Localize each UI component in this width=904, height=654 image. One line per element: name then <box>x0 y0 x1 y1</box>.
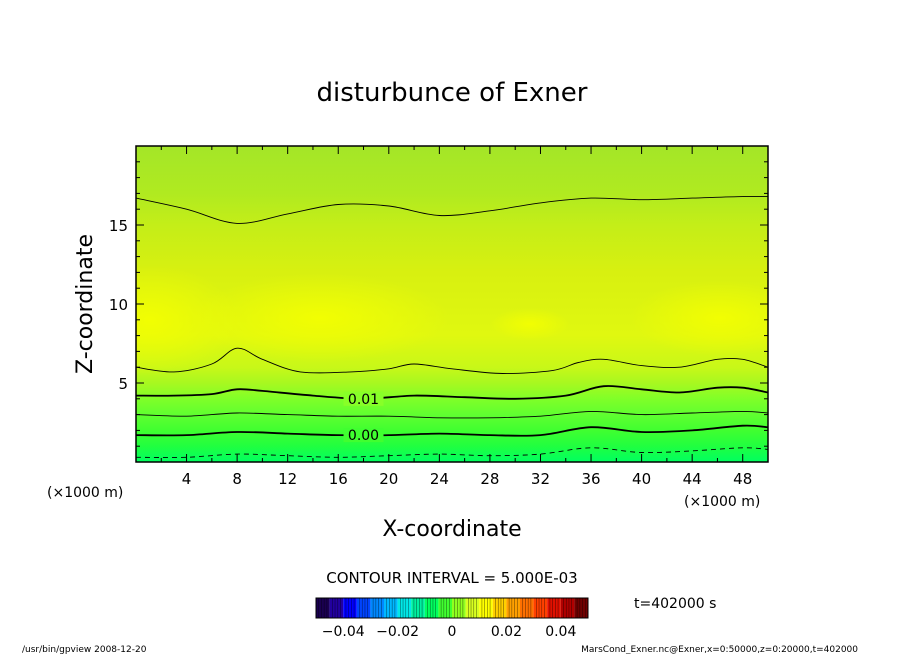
colorbar-band-13 <box>492 598 507 618</box>
colorbar-band-14 <box>506 598 520 618</box>
contour-line-5 <box>136 447 768 458</box>
contour-interval-text: CONTOUR INTERVAL = 5.000E-03 <box>326 569 577 587</box>
colorbar-band-10 <box>452 598 466 618</box>
x-tick-label-24: 24 <box>430 470 449 488</box>
contour-lines: 0.01 0.00 <box>136 196 768 458</box>
colorbar <box>316 598 588 618</box>
x-tick-label-20: 20 <box>379 470 398 488</box>
colorbar-band-7 <box>411 598 425 618</box>
colorbar-band-2 <box>343 598 357 618</box>
x-tick-label-16: 16 <box>329 470 348 488</box>
colorbar-band-18 <box>560 598 575 618</box>
contour-label-bg-2 <box>343 391 384 406</box>
colorbar-band-17 <box>547 598 561 618</box>
y-tick-label-10: 10 <box>109 296 128 314</box>
y-axis-label: Z-coordinate <box>73 234 98 374</box>
x-tick-label-4: 4 <box>182 470 192 488</box>
colorbar-tick-label-4: 0.04 <box>545 624 576 640</box>
x-tick-label-32: 32 <box>531 470 550 488</box>
contour-line-0 <box>136 196 768 224</box>
y-tick-label-5: 5 <box>118 375 128 393</box>
contour-line-3 <box>136 410 768 419</box>
colorbar-frame <box>315 597 589 619</box>
contour-label-4: 0.00 <box>348 428 379 444</box>
y-tick-label-15: 15 <box>109 217 128 235</box>
contour-label-2: 0.01 <box>348 392 379 408</box>
x-tick-label-12: 12 <box>278 470 297 488</box>
colorbar-band-6 <box>397 598 412 618</box>
colorbar-band-8 <box>424 598 439 618</box>
colorbar-tick-label-3: 0.02 <box>491 624 522 640</box>
footer-right: MarsCond_Exner.nc@Exner,x=0:50000,z=0:20… <box>581 645 858 654</box>
colorbar-band-19 <box>574 598 588 618</box>
x-axis-label: X-coordinate <box>382 517 521 542</box>
x-tick-label-48: 48 <box>733 470 752 488</box>
colorbar-tick-label-2: 0 <box>448 624 457 640</box>
x-unit-left: (×1000 m) <box>47 485 123 501</box>
x-tick-label-44: 44 <box>683 470 702 488</box>
contour-line-2 <box>136 385 768 400</box>
x-unit-right: (×1000 m) <box>684 494 760 510</box>
footer-left: /usr/bin/gpview 2008-12-20 <box>22 645 147 654</box>
time-label: t=402000 s <box>634 596 716 612</box>
colorbar-band-4 <box>370 598 384 618</box>
colorbar-band-9 <box>438 598 452 618</box>
warm-patch-mid <box>490 308 570 340</box>
x-tick-label-36: 36 <box>581 470 600 488</box>
contour-label-bg-4 <box>343 428 384 443</box>
colorbar-ticks: −0.04 −0.02 0 0.02 0.04 <box>322 624 577 640</box>
contour-line-1 <box>136 347 768 374</box>
colorbar-band-3 <box>356 598 371 618</box>
colorbar-band-16 <box>533 598 548 618</box>
colorbar-band-12 <box>479 598 493 618</box>
colorbar-band-15 <box>520 598 534 618</box>
colorbar-band-5 <box>384 598 398 618</box>
x-tick-label-8: 8 <box>232 470 242 488</box>
colorbar-band-1 <box>329 598 344 618</box>
x-tick-label-40: 40 <box>632 470 651 488</box>
warm-patch-center <box>190 273 450 363</box>
colorbar-tick-label-1: −0.02 <box>376 624 419 640</box>
colorbar-band-0 <box>316 598 330 618</box>
contour-line-4 <box>136 424 768 437</box>
warm-patch-right <box>630 280 768 356</box>
colorbar-band-11 <box>465 598 480 618</box>
chart-title: disturbunce of Exner <box>317 78 588 108</box>
colorbar-tick-label-0: −0.04 <box>322 624 365 640</box>
plot-area: 0.01 0.00 <box>136 146 768 462</box>
x-tick-label-28: 28 <box>480 470 499 488</box>
